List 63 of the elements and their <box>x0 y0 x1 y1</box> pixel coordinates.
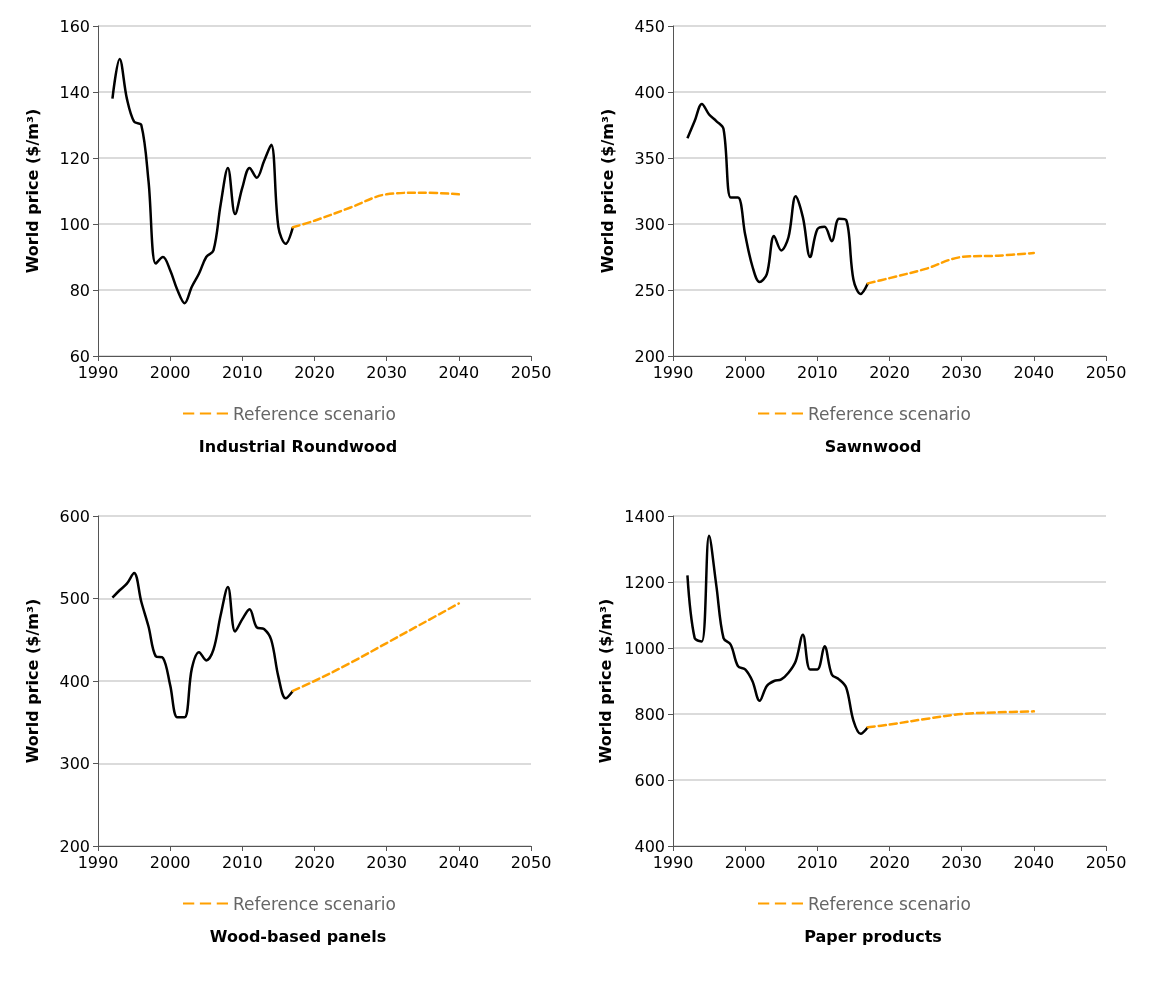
legend-label: Reference scenario <box>808 893 971 914</box>
x-tick-label: 2010 <box>221 852 263 872</box>
x-tick-label: 2040 <box>1013 362 1055 382</box>
y-axis-title: World price ($/m³) <box>22 108 42 274</box>
line-series <box>291 191 461 229</box>
x-tick-label: 2050 <box>510 362 552 382</box>
x-tick-label: 2050 <box>1085 852 1127 872</box>
x-tick-label: 2020 <box>294 362 335 382</box>
legend-label: Reference scenario <box>233 893 396 914</box>
y-tick-label: 300 <box>59 754 90 773</box>
y-tick-label: 250 <box>634 280 665 300</box>
x-tick-label: 2050 <box>510 852 552 872</box>
y-tick-label: 300 <box>634 214 665 234</box>
y-tick-label: 80 <box>69 280 90 300</box>
line-series <box>686 102 870 296</box>
x-tick-label: 2020 <box>294 852 335 872</box>
y-tick-label: 450 <box>634 16 665 36</box>
x-tick-label: 2000 <box>724 362 766 382</box>
y-tick-label: 500 <box>59 589 90 608</box>
y-tick-label: 1400 <box>624 506 665 526</box>
x-tick-label: 2010 <box>221 362 263 382</box>
x-tick-label: 2040 <box>1013 852 1055 872</box>
legend-label: Reference scenario <box>233 403 396 424</box>
line-series <box>291 602 461 693</box>
x-tick-label: 2000 <box>724 852 766 872</box>
legend-label: Reference scenario <box>808 403 971 424</box>
x-tick-label: 2040 <box>438 362 480 382</box>
y-tick-label: 600 <box>59 506 90 526</box>
y-tick-label: 400 <box>634 82 665 102</box>
line-series <box>111 571 295 719</box>
x-tick-label: 2000 <box>149 362 191 382</box>
y-axis-title: World price ($/m³) <box>595 598 615 764</box>
x-tick-label: 2010 <box>796 362 838 382</box>
x-tick-label: 2020 <box>869 852 910 872</box>
x-tick-label: 2040 <box>438 852 480 872</box>
y-tick-label: 120 <box>59 148 90 168</box>
line-series <box>866 251 1036 285</box>
y-tick-label: 140 <box>59 82 90 102</box>
y-tick-label: 800 <box>634 704 665 724</box>
line-series <box>866 710 1036 729</box>
y-tick-label: 350 <box>634 148 665 168</box>
y-tick-label: 400 <box>59 671 90 691</box>
text: Wood-based panels <box>209 926 387 946</box>
x-tick-label: 2010 <box>796 852 838 872</box>
line-series <box>111 57 295 305</box>
y-axis-title: World price ($/m³) <box>22 598 42 764</box>
y-tick-label: 100 <box>59 214 90 234</box>
y-tick-label: 1000 <box>624 638 665 658</box>
x-tick-label: 2030 <box>366 852 408 872</box>
x-tick-label: 2050 <box>1085 362 1127 382</box>
x-tick-label: 2030 <box>366 362 408 382</box>
y-axis-title: World price ($/m³) <box>597 108 617 274</box>
x-tick-label: 2030 <box>941 852 983 872</box>
y-tick-label: 160 <box>59 16 90 36</box>
text: Industrial Roundwood <box>198 436 398 456</box>
x-tick-label: 2030 <box>941 362 983 382</box>
x-tick-label: 2020 <box>869 362 910 382</box>
text: Paper products <box>804 926 942 946</box>
line-series <box>686 534 870 736</box>
x-tick-label: 2000 <box>149 852 191 872</box>
y-tick-label: 1200 <box>624 572 665 592</box>
text: Sawnwood <box>824 436 922 456</box>
y-tick-label: 600 <box>634 770 665 790</box>
